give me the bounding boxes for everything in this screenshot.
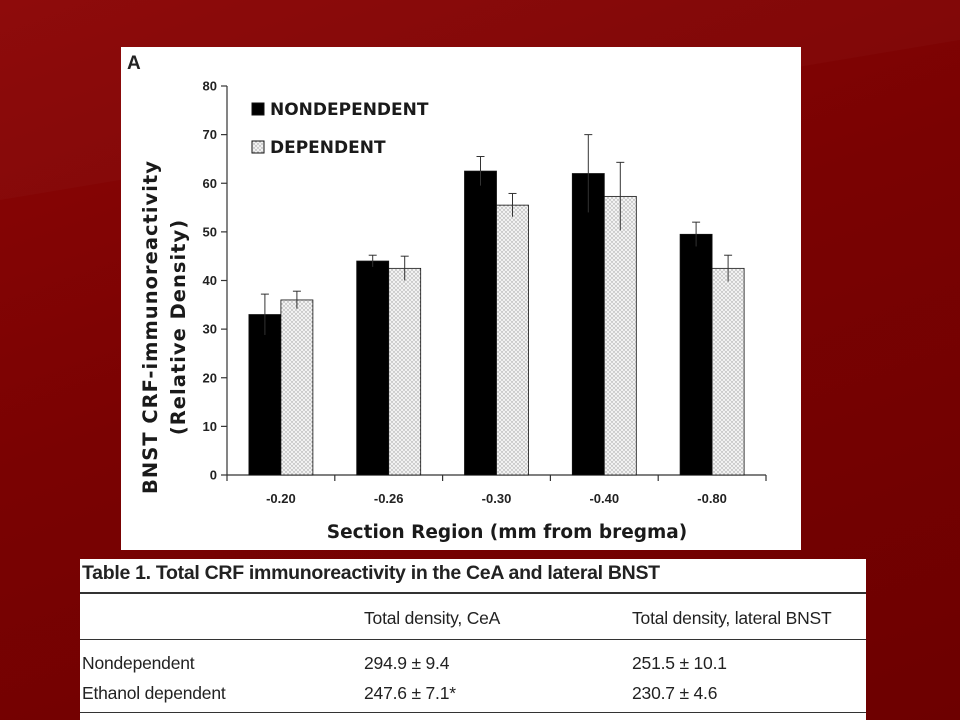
data-table: Table 1. Total CRF immunoreactivity in t… <box>80 559 866 720</box>
y-tick-label: 0 <box>210 468 217 483</box>
table-bottom-rule <box>80 712 866 713</box>
y-axis-title: BNST CRF-immunoreactivity (Relative Dens… <box>139 160 190 494</box>
x-axis-title: Section Region (mm from bregma) <box>327 522 687 543</box>
y-tick-label: 30 <box>203 322 217 337</box>
bar-nondependent <box>679 233 713 476</box>
x-tick-label: -0.40 <box>589 491 619 506</box>
y-tick-label: 70 <box>203 127 217 142</box>
table-title: Table 1. Total CRF immunoreactivity in t… <box>82 562 660 584</box>
y-tick-label: 10 <box>203 419 217 434</box>
chart-panel: A BNST CRF-immunoreactivity (Relative De… <box>121 47 801 550</box>
bar-nondependent <box>248 314 282 476</box>
y-tick-label: 60 <box>203 176 217 191</box>
bar-nondependent <box>571 173 605 476</box>
row-label: Ethanol dependent <box>82 683 226 703</box>
bar-dependent <box>711 267 745 476</box>
legend-label: DEPENDENT <box>270 138 386 158</box>
bar-dependent <box>280 299 314 476</box>
bar-chart: A BNST CRF-immunoreactivity (Relative De… <box>127 53 767 543</box>
bar-nondependent <box>356 260 390 476</box>
bar-dependent <box>496 204 529 476</box>
row-label: Nondependent <box>82 653 195 673</box>
column-header: Total density, lateral BNST <box>632 608 832 628</box>
panel-label: A <box>127 53 141 74</box>
table-cell: 247.6 ± 7.1* <box>364 683 456 703</box>
column-header: Total density, CeA <box>364 608 501 628</box>
x-tick-label: -0.30 <box>482 491 512 506</box>
y-tick-label: 40 <box>203 273 217 288</box>
table-cell: 251.5 ± 10.1 <box>632 653 727 673</box>
x-tick-label: -0.20 <box>266 491 296 506</box>
table-header-rule <box>80 639 866 640</box>
table-cell: 294.9 ± 9.4 <box>364 653 450 673</box>
y-tick-label: 50 <box>203 224 217 239</box>
bar-nondependent <box>464 170 497 476</box>
x-tick-label: -0.80 <box>697 491 727 506</box>
x-tick-label: -0.26 <box>374 491 404 506</box>
bar-dependent <box>603 195 637 476</box>
legend-swatch-nondependent <box>251 102 265 116</box>
y-tick-label: 20 <box>203 370 217 385</box>
legend-label: NONDEPENDENT <box>270 100 429 120</box>
table-top-rule <box>80 592 866 594</box>
y-axis-title-line2: (Relative Density) <box>167 219 190 435</box>
bar-dependent <box>388 267 422 476</box>
legend-swatch-dependent <box>251 140 265 154</box>
y-tick-label: 80 <box>203 79 217 94</box>
y-axis-title-line1: BNST CRF-immunoreactivity <box>139 160 162 494</box>
table-cell: 230.7 ± 4.6 <box>632 683 718 703</box>
